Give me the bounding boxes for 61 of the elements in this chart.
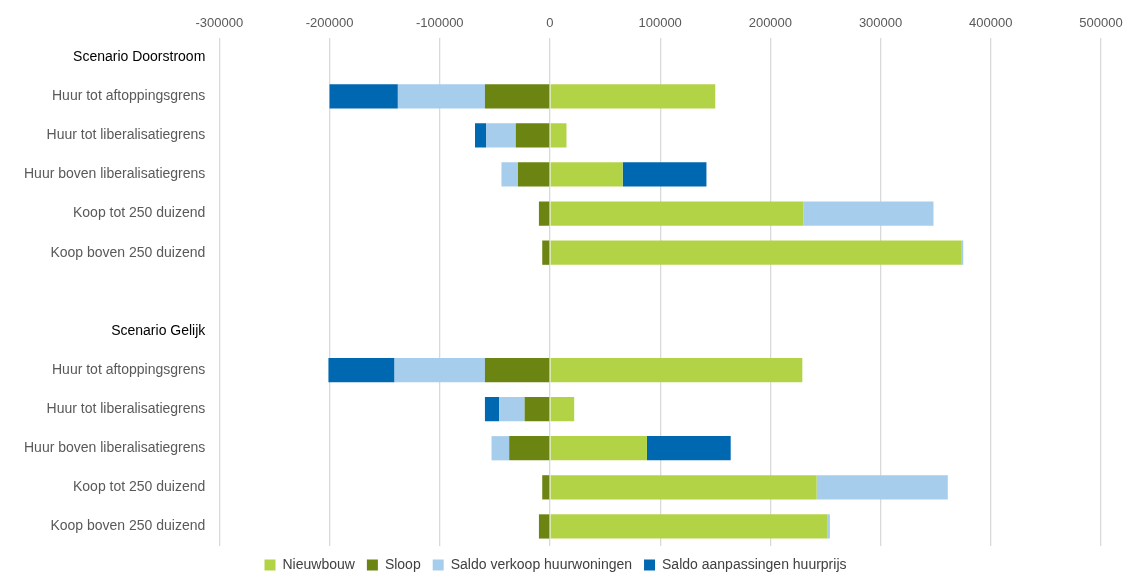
y-tick-label: Scenario Doorstroom — [73, 48, 206, 65]
bar — [550, 162, 623, 187]
bar — [550, 84, 716, 109]
bar — [328, 357, 395, 383]
y-tick-label: Huur tot liberalisatiegrens — [46, 399, 206, 416]
bar — [501, 162, 518, 187]
y-tick-label: Koop boven 250 duizend — [50, 243, 206, 260]
bar — [961, 240, 964, 265]
y-tick-label: Huur boven liberalisatiegrens — [24, 165, 206, 182]
y-tick-label: Scenario Gelijk — [111, 321, 207, 338]
bar — [394, 357, 485, 383]
bar — [486, 123, 516, 148]
x-tick-label: -200000 — [305, 15, 354, 31]
x-tick-label: 0 — [546, 15, 554, 31]
x-tick-label: -300000 — [195, 15, 244, 31]
bar — [816, 475, 948, 500]
bar — [499, 397, 525, 422]
x-tick-label: -100000 — [415, 15, 464, 31]
bar — [542, 240, 550, 265]
bar — [803, 201, 934, 226]
bar — [622, 162, 707, 187]
bar — [550, 357, 803, 383]
x-tick-label: 200000 — [748, 15, 793, 31]
x-tick-label: 300000 — [858, 15, 903, 31]
bar — [550, 201, 804, 226]
bar — [542, 475, 550, 500]
bar — [550, 240, 962, 265]
x-tick-label: 500000 — [1079, 15, 1123, 31]
bar — [509, 436, 550, 461]
bar — [475, 123, 487, 148]
bar — [491, 436, 510, 461]
bar — [515, 123, 550, 148]
y-tick-label: Huur boven liberalisatiegrens — [24, 439, 206, 456]
bar — [550, 123, 567, 148]
y-tick-label: Huur tot aftoppingsgrens — [52, 360, 206, 377]
y-tick-label: Huur tot aftoppingsgrens — [52, 87, 206, 104]
bar — [646, 436, 731, 461]
bar — [517, 162, 550, 187]
x-tick-label: 100000 — [638, 15, 682, 31]
bar — [329, 84, 398, 109]
legend-label: Saldo aanpassingen huurprijs — [662, 555, 847, 572]
bar — [538, 201, 550, 226]
bar — [538, 514, 550, 539]
bar — [550, 436, 647, 461]
y-tick-label: Koop tot 250 duizend — [72, 478, 206, 495]
legend-label: Saldo verkoop huurwoningen — [450, 555, 633, 572]
y-tick-label: Huur tot liberalisatiegrens — [46, 126, 206, 143]
legend-label: Sloop — [384, 555, 421, 572]
bar — [484, 357, 550, 383]
bar — [827, 514, 830, 539]
bar — [397, 84, 485, 109]
bar — [550, 397, 575, 422]
bar — [550, 475, 817, 500]
bar — [550, 514, 828, 539]
y-tick-label: Koop tot 250 duizend — [72, 204, 206, 221]
bar — [484, 397, 500, 422]
bar — [524, 397, 550, 422]
y-tick-label: Koop boven 250 duizend — [50, 517, 206, 534]
x-tick-label: 400000 — [969, 15, 1013, 31]
bar — [484, 84, 550, 109]
legend-label: Nieuwbouw — [282, 555, 356, 572]
